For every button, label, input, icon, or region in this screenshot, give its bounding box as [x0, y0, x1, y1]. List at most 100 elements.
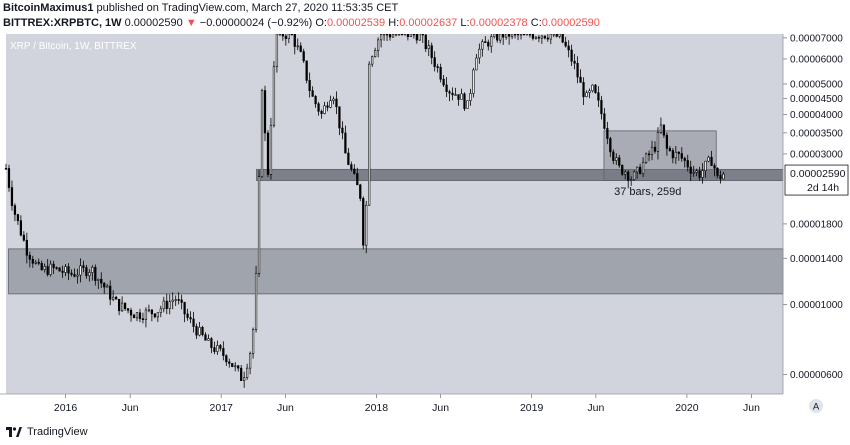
candle-body [248, 353, 252, 369]
candle-body [49, 263, 52, 275]
candle-body [457, 94, 460, 100]
candle-body [4, 168, 8, 170]
candle-body [359, 184, 362, 199]
candle-body [183, 302, 186, 315]
candle-body [382, 33, 386, 36]
candle-body [129, 310, 133, 316]
candle-body [576, 62, 579, 78]
candle-body [231, 363, 234, 367]
candle-body [25, 239, 28, 256]
candle-body [64, 266, 67, 273]
author-name[interactable]: BitcoinMaximus1 [3, 2, 94, 14]
candle-body [656, 132, 660, 152]
candle-body [588, 90, 591, 93]
candle-body [120, 302, 124, 312]
candle-body [201, 326, 204, 336]
candle-body [34, 261, 37, 264]
candle-body [582, 82, 585, 98]
price-chart[interactable]: 37 bars, 259d XRP / Bitcoin, 1W, BITTREX 0… [0, 32, 850, 421]
candle-body [519, 33, 523, 36]
candle-body [439, 67, 442, 80]
candle-body [347, 152, 350, 165]
candle-body [454, 94, 457, 96]
candle-body [481, 41, 484, 50]
candle-body [237, 365, 240, 369]
candle-body [579, 76, 582, 83]
candle-body [689, 166, 692, 174]
candle-body [320, 111, 323, 114]
y-tick-label: 0.00001000 [790, 300, 843, 311]
candle-body [147, 309, 151, 312]
x-tick-label: Jun [122, 402, 139, 414]
candle-body [67, 266, 70, 274]
candle-body [76, 274, 79, 277]
candle-body [418, 33, 421, 41]
publish-date: published on TradingView.com, March 27, … [96, 2, 399, 14]
candle-body [144, 309, 148, 320]
candle-body [650, 146, 654, 155]
candle-body [335, 98, 338, 108]
candle-body [615, 157, 618, 161]
candle-body [507, 33, 511, 37]
open-label: O: [315, 17, 327, 29]
candle-body [168, 301, 171, 309]
candle-body [388, 34, 392, 38]
candle-body [10, 187, 14, 206]
candle-body [400, 33, 404, 36]
candle-body [585, 92, 588, 98]
candle-body [150, 309, 153, 315]
candle-body [641, 162, 645, 174]
chart-area[interactable]: 37 bars, 259d XRP / Bitcoin, 1W, BITTREX 0… [0, 32, 850, 421]
publish-info: BitcoinMaximus1 published on TradingView… [3, 2, 398, 14]
candle-body [630, 179, 633, 181]
candle-body [278, 33, 282, 36]
y-tick-label: 0.00005000 [790, 79, 843, 90]
candle-body [695, 170, 698, 173]
x-tick-label: Jun [587, 402, 604, 414]
candle-body [391, 34, 395, 38]
candle-body [91, 267, 94, 273]
candle-body [284, 35, 287, 40]
candle-body [403, 33, 407, 36]
candle-body [112, 296, 115, 300]
candle-body [31, 258, 34, 264]
candle-body [573, 60, 576, 64]
candle-body [159, 308, 162, 313]
candle-body [549, 33, 552, 40]
candle-body [460, 93, 463, 100]
candle-body [427, 45, 430, 50]
candle-body [612, 151, 615, 161]
close-label: C: [530, 17, 542, 29]
tradingview-logo[interactable]: TradingView [6, 426, 88, 438]
candle-body [100, 278, 103, 284]
candle-body [177, 299, 180, 301]
candle-body [713, 165, 716, 169]
candle-body [668, 148, 671, 151]
range-annotation: 37 bars, 259d [614, 186, 681, 198]
candle-body [671, 150, 674, 159]
candle-body [510, 33, 514, 37]
candle-body [546, 37, 549, 40]
candle-body [186, 313, 189, 318]
candle-body [222, 348, 225, 356]
candle-body [16, 214, 20, 221]
candle-body [210, 338, 213, 348]
candle-body [374, 50, 377, 58]
candle-body [475, 57, 478, 71]
low-value: 0.00002378 [469, 17, 528, 29]
candle-body [314, 96, 317, 105]
candle-body [207, 338, 210, 341]
candle-body [61, 270, 64, 273]
candle-body [350, 164, 353, 170]
high-value: 0.00002637 [399, 17, 458, 29]
candle-body [633, 171, 636, 180]
candle-body [564, 41, 567, 47]
x-tick-label: Jun [432, 402, 449, 414]
symbol-label: BITTREX:XRPBTC, 1W [3, 17, 122, 29]
candle-body [213, 347, 216, 352]
candle-body [192, 318, 195, 327]
candle-body [70, 272, 73, 275]
candle-body [674, 151, 677, 159]
candle-body [567, 45, 570, 51]
x-tick-label: 2019 [520, 402, 544, 414]
